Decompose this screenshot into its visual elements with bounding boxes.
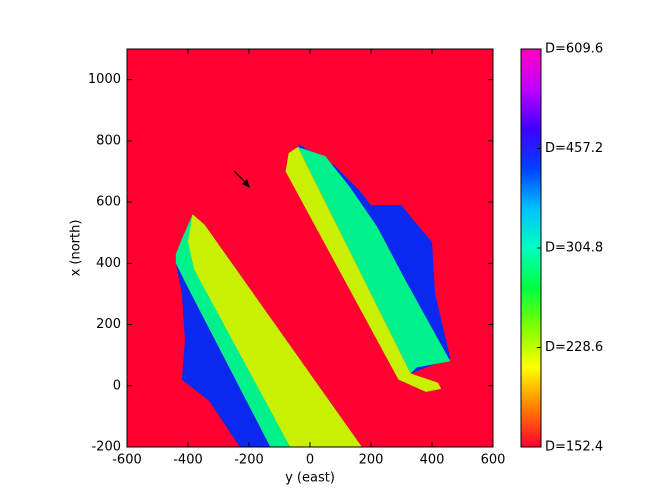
y-axis-label: x (north) <box>69 220 84 277</box>
y-tick-label: 400 <box>96 256 121 271</box>
y-tick-label: 0 <box>113 378 121 393</box>
colorbar-tick-label: D=152.4 <box>545 440 603 455</box>
depth-region <box>175 263 271 447</box>
arrow-head <box>242 179 250 188</box>
y-tick-label: -200 <box>91 440 121 455</box>
x-tick-label: -400 <box>173 453 203 468</box>
y-tick-label: 200 <box>96 317 121 332</box>
colorbar-tick-label: D=609.6 <box>545 42 603 57</box>
colorbar-tick-label: D=457.2 <box>545 141 603 156</box>
colorbar-tick-label: D=304.8 <box>545 241 603 256</box>
x-tick-label: 200 <box>359 453 384 468</box>
x-tick-label: -600 <box>112 453 142 468</box>
colorbar-tick-label: D=228.6 <box>545 340 603 355</box>
depth-region <box>285 146 442 392</box>
depth-region <box>297 146 451 374</box>
y-tick-label: 1000 <box>88 72 121 87</box>
y-tick-label: 600 <box>96 195 121 210</box>
y-tick-label: 800 <box>96 133 121 148</box>
x-tick-label: -200 <box>234 453 264 468</box>
x-axis-label: y (east) <box>285 471 335 486</box>
x-tick-label: 400 <box>420 453 445 468</box>
x-tick-label: 0 <box>306 453 314 468</box>
depth-region <box>188 214 362 447</box>
x-tick-label: 600 <box>481 453 506 468</box>
